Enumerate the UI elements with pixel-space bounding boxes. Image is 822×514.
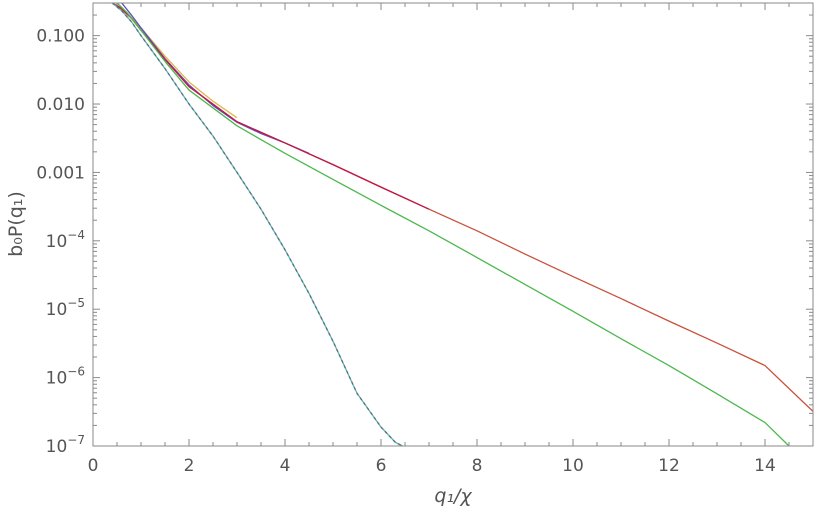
series-line-7 bbox=[111, 3, 403, 446]
x-tick-label: 2 bbox=[184, 456, 195, 476]
series-line-3 bbox=[121, 3, 310, 154]
plot-frame bbox=[92, 2, 814, 447]
y-tick-label: 10−5 bbox=[46, 296, 85, 320]
series-line-1 bbox=[111, 3, 813, 412]
x-tick-label: 10 bbox=[562, 456, 584, 476]
y-axis-label: b₀P(q₁) bbox=[5, 191, 27, 257]
x-tick-label: 6 bbox=[376, 456, 387, 476]
series-line-4 bbox=[111, 3, 430, 210]
series-line-5 bbox=[116, 3, 790, 446]
x-tick-labels: 0 2 4 6 8 10 12 14 bbox=[88, 456, 776, 476]
y-tick-labels: 0.100 0.010 0.001 10−4 10−5 10−6 10−7 bbox=[36, 27, 85, 457]
series-group bbox=[111, 3, 813, 446]
axis-ticks bbox=[92, 3, 814, 447]
x-tick-label: 0 bbox=[88, 456, 99, 476]
x-tick-label: 14 bbox=[754, 456, 776, 476]
series-line-6 bbox=[111, 3, 403, 446]
y-tick-label: 0.001 bbox=[36, 163, 85, 183]
y-tick-label: 10−7 bbox=[46, 433, 85, 457]
y-tick-label: 0.100 bbox=[36, 27, 85, 47]
y-tick-label: 10−4 bbox=[46, 228, 85, 252]
x-tick-label: 8 bbox=[472, 456, 483, 476]
x-tick-label: 4 bbox=[280, 456, 291, 476]
x-axis-label: q₁/χ bbox=[434, 485, 472, 507]
y-tick-label: 0.010 bbox=[36, 95, 85, 115]
y-tick-label: 10−6 bbox=[46, 365, 85, 389]
x-tick-label: 12 bbox=[658, 456, 680, 476]
